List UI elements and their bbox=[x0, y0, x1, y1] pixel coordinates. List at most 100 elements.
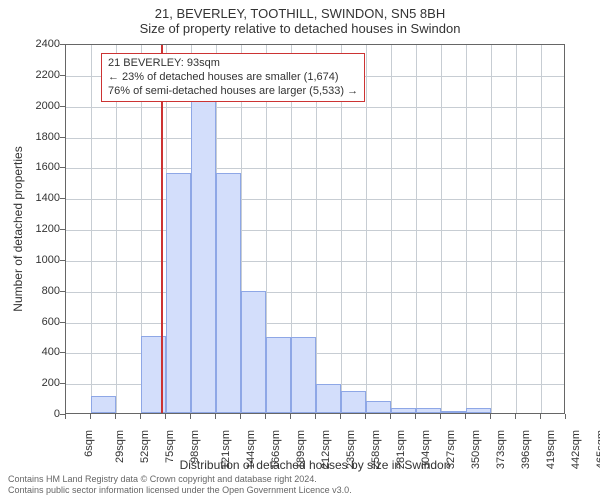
y-tick-mark bbox=[60, 322, 65, 323]
y-tick-label: 400 bbox=[20, 346, 60, 358]
histogram-bar bbox=[166, 173, 191, 414]
y-tick-label: 1800 bbox=[20, 131, 60, 143]
y-tick-mark bbox=[60, 44, 65, 45]
x-tick-mark bbox=[140, 414, 141, 419]
x-tick-mark bbox=[340, 414, 341, 419]
footer-line2: Contains public sector information licen… bbox=[8, 485, 352, 496]
title-line2: Size of property relative to detached ho… bbox=[0, 21, 600, 40]
x-tick-mark bbox=[365, 414, 366, 419]
x-tick-label: 281sqm bbox=[395, 430, 407, 469]
x-tick-mark bbox=[465, 414, 466, 419]
x-tick-label: 235sqm bbox=[345, 430, 357, 469]
histogram-bar bbox=[366, 401, 391, 413]
gridline-v bbox=[416, 45, 417, 413]
x-tick-label: 396sqm bbox=[520, 430, 532, 469]
callout-box: 21 BEVERLEY: 93sqm← 23% of detached hous… bbox=[101, 53, 365, 102]
x-tick-mark bbox=[165, 414, 166, 419]
y-tick-label: 0 bbox=[20, 408, 60, 420]
x-tick-mark bbox=[290, 414, 291, 419]
y-tick-label: 1000 bbox=[20, 254, 60, 266]
histogram-bar bbox=[316, 384, 341, 413]
gridline-v bbox=[391, 45, 392, 413]
x-tick-label: 75sqm bbox=[164, 430, 176, 463]
y-tick-mark bbox=[60, 106, 65, 107]
y-tick-mark bbox=[60, 137, 65, 138]
histogram-bar bbox=[291, 337, 316, 413]
histogram-bar bbox=[241, 291, 266, 413]
gridline-v bbox=[441, 45, 442, 413]
x-tick-label: 465sqm bbox=[595, 430, 600, 469]
x-tick-mark bbox=[240, 414, 241, 419]
y-tick-mark bbox=[60, 291, 65, 292]
footer-line1: Contains HM Land Registry data © Crown c… bbox=[8, 474, 352, 485]
gridline-v bbox=[541, 45, 542, 413]
x-tick-mark bbox=[490, 414, 491, 419]
y-tick-label: 2400 bbox=[20, 38, 60, 50]
x-tick-label: 52sqm bbox=[139, 430, 151, 463]
plot-region: 21 BEVERLEY: 93sqm← 23% of detached hous… bbox=[66, 45, 564, 413]
y-tick-mark bbox=[60, 383, 65, 384]
histogram-bar bbox=[466, 408, 491, 413]
x-tick-mark bbox=[215, 414, 216, 419]
x-tick-label: 419sqm bbox=[545, 430, 557, 469]
gridline-v bbox=[491, 45, 492, 413]
x-tick-label: 327sqm bbox=[445, 430, 457, 469]
y-tick-mark bbox=[60, 75, 65, 76]
y-tick-label: 600 bbox=[20, 316, 60, 328]
x-tick-mark bbox=[440, 414, 441, 419]
y-tick-mark bbox=[60, 198, 65, 199]
y-tick-label: 2000 bbox=[20, 100, 60, 112]
gridline-v bbox=[516, 45, 517, 413]
x-tick-label: 144sqm bbox=[245, 430, 257, 469]
y-tick-mark bbox=[60, 352, 65, 353]
x-tick-mark bbox=[390, 414, 391, 419]
y-tick-label: 800 bbox=[20, 285, 60, 297]
x-tick-label: 212sqm bbox=[320, 430, 332, 469]
title-line1: 21, BEVERLEY, TOOTHILL, SWINDON, SN5 8BH bbox=[0, 0, 600, 21]
x-tick-mark bbox=[315, 414, 316, 419]
y-tick-label: 1600 bbox=[20, 161, 60, 173]
x-tick-mark bbox=[90, 414, 91, 419]
x-tick-label: 373sqm bbox=[495, 430, 507, 469]
x-tick-mark bbox=[190, 414, 191, 419]
y-tick-mark bbox=[60, 167, 65, 168]
x-tick-label: 442sqm bbox=[570, 430, 582, 469]
histogram-bar bbox=[391, 408, 416, 413]
y-tick-label: 1400 bbox=[20, 192, 60, 204]
y-tick-mark bbox=[60, 260, 65, 261]
x-tick-label: 189sqm bbox=[295, 430, 307, 469]
histogram-bar bbox=[341, 391, 366, 413]
x-tick-label: 350sqm bbox=[470, 430, 482, 469]
gridline-v bbox=[91, 45, 92, 413]
y-tick-label: 2200 bbox=[20, 69, 60, 81]
x-tick-mark bbox=[415, 414, 416, 419]
histogram-bar bbox=[216, 173, 241, 414]
gridline-v bbox=[366, 45, 367, 413]
x-tick-label: 166sqm bbox=[270, 430, 282, 469]
histogram-bar bbox=[91, 396, 116, 413]
x-tick-mark bbox=[115, 414, 116, 419]
y-tick-label: 1200 bbox=[20, 223, 60, 235]
histogram-bar bbox=[191, 58, 216, 413]
x-tick-mark bbox=[65, 414, 66, 419]
gridline-v bbox=[466, 45, 467, 413]
x-tick-label: 6sqm bbox=[83, 430, 95, 457]
footer: Contains HM Land Registry data © Crown c… bbox=[8, 474, 352, 496]
x-tick-mark bbox=[265, 414, 266, 419]
x-tick-label: 121sqm bbox=[220, 430, 232, 469]
chart-area: 21 BEVERLEY: 93sqm← 23% of detached hous… bbox=[65, 44, 565, 414]
x-tick-mark bbox=[515, 414, 516, 419]
histogram-bar bbox=[266, 337, 291, 413]
x-tick-label: 258sqm bbox=[370, 430, 382, 469]
callout-line: 76% of semi-detached houses are larger (… bbox=[108, 85, 358, 99]
histogram-bar bbox=[441, 411, 466, 413]
x-tick-label: 98sqm bbox=[189, 430, 201, 463]
x-tick-mark bbox=[565, 414, 566, 419]
y-tick-mark bbox=[60, 229, 65, 230]
callout-line: 21 BEVERLEY: 93sqm bbox=[108, 57, 358, 71]
x-tick-label: 304sqm bbox=[420, 430, 432, 469]
y-tick-label: 200 bbox=[20, 377, 60, 389]
x-tick-label: 29sqm bbox=[114, 430, 126, 463]
histogram-bar bbox=[416, 408, 441, 413]
x-tick-mark bbox=[540, 414, 541, 419]
